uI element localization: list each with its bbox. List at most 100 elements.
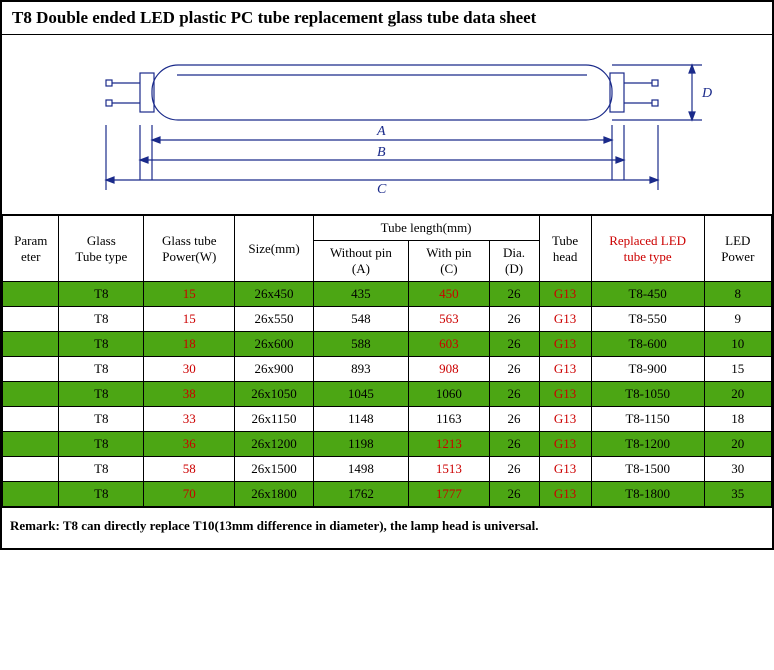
dim-label-b: B — [377, 145, 386, 160]
hdr-tube-length: Tube length(mm) — [313, 216, 539, 241]
table-cell: G13 — [539, 407, 591, 432]
table-cell: 30 — [704, 457, 771, 482]
table-row: T81826x60058860326G13T8-60010 — [3, 332, 772, 357]
dim-label-c: C — [377, 182, 387, 197]
table-cell: 1762 — [313, 482, 409, 507]
hdr-param: Parameter — [3, 216, 59, 282]
table-cell: G13 — [539, 307, 591, 332]
table-cell: 18 — [144, 332, 235, 357]
table-cell: 26 — [489, 282, 539, 307]
table-cell: T8 — [59, 282, 144, 307]
table-cell: 588 — [313, 332, 409, 357]
table-cell: 450 — [409, 282, 489, 307]
table-cell: 1060 — [409, 382, 489, 407]
table-cell: T8-600 — [591, 332, 704, 357]
table-cell: 1498 — [313, 457, 409, 482]
table-cell: T8-1500 — [591, 457, 704, 482]
table-row: T83326x11501148116326G13T8-115018 — [3, 407, 772, 432]
table-cell: 26x550 — [235, 307, 313, 332]
table-cell: 26x1500 — [235, 457, 313, 482]
table-cell: 26 — [489, 482, 539, 507]
table-cell: T8-550 — [591, 307, 704, 332]
table-cell — [3, 282, 59, 307]
table-cell: 35 — [704, 482, 771, 507]
table-cell: G13 — [539, 357, 591, 382]
table-cell: G13 — [539, 457, 591, 482]
table-cell — [3, 457, 59, 482]
table-row: T81526x55054856326G13T8-5509 — [3, 307, 772, 332]
table-cell: 26x1050 — [235, 382, 313, 407]
table-row: T83826x10501045106026G13T8-105020 — [3, 382, 772, 407]
table-row: T83026x90089390826G13T8-90015 — [3, 357, 772, 382]
page-title: T8 Double ended LED plastic PC tube repl… — [2, 2, 772, 35]
table-cell: G13 — [539, 432, 591, 457]
table-cell: 15 — [704, 357, 771, 382]
table-cell: 548 — [313, 307, 409, 332]
table-cell: 30 — [144, 357, 235, 382]
hdr-without-pin: Without pin(A) — [313, 241, 409, 282]
dim-label-d: D — [701, 86, 712, 101]
table-cell — [3, 482, 59, 507]
table-cell — [3, 307, 59, 332]
table-cell: 1777 — [409, 482, 489, 507]
table-cell: 1148 — [313, 407, 409, 432]
hdr-with-pin: With pin(C) — [409, 241, 489, 282]
table-cell: 9 — [704, 307, 771, 332]
table-cell: T8 — [59, 407, 144, 432]
table-cell: 603 — [409, 332, 489, 357]
table-cell: T8 — [59, 357, 144, 382]
table-cell: T8-1150 — [591, 407, 704, 432]
datasheet-container: T8 Double ended LED plastic PC tube repl… — [0, 0, 774, 550]
table-row: T85826x15001498151326G13T8-150030 — [3, 457, 772, 482]
remark-text: Remark: T8 can directly replace T10(13mm… — [2, 507, 772, 548]
table-cell: 1513 — [409, 457, 489, 482]
table-cell: 8 — [704, 282, 771, 307]
table-cell: 26x450 — [235, 282, 313, 307]
table-cell: 20 — [704, 382, 771, 407]
table-cell: 10 — [704, 332, 771, 357]
table-cell: 908 — [409, 357, 489, 382]
table-cell: 1213 — [409, 432, 489, 457]
table-cell: T8 — [59, 332, 144, 357]
table-cell — [3, 432, 59, 457]
table-cell: T8 — [59, 482, 144, 507]
table-cell: 15 — [144, 307, 235, 332]
hdr-dia: Dia.(D) — [489, 241, 539, 282]
dim-label-a: A — [376, 124, 386, 139]
spec-table: Parameter GlassTube type Glass tubePower… — [2, 215, 772, 507]
table-cell: 18 — [704, 407, 771, 432]
table-cell: 33 — [144, 407, 235, 432]
table-cell: 15 — [144, 282, 235, 307]
table-cell: T8 — [59, 307, 144, 332]
table-cell: 26 — [489, 357, 539, 382]
table-cell: G13 — [539, 282, 591, 307]
table-cell: 26 — [489, 457, 539, 482]
table-cell: 26x1200 — [235, 432, 313, 457]
table-cell: G13 — [539, 332, 591, 357]
table-cell: 26 — [489, 407, 539, 432]
table-cell: T8-900 — [591, 357, 704, 382]
table-cell: 26x600 — [235, 332, 313, 357]
table-cell: G13 — [539, 382, 591, 407]
table-cell: 58 — [144, 457, 235, 482]
table-cell: 1198 — [313, 432, 409, 457]
hdr-glass-power: Glass tubePower(W) — [144, 216, 235, 282]
table-cell — [3, 407, 59, 432]
table-cell: 1045 — [313, 382, 409, 407]
table-cell: T8 — [59, 457, 144, 482]
table-cell: 36 — [144, 432, 235, 457]
table-cell — [3, 332, 59, 357]
table-cell: 20 — [704, 432, 771, 457]
table-cell: 26x1150 — [235, 407, 313, 432]
table-cell: T8-1050 — [591, 382, 704, 407]
table-cell: 563 — [409, 307, 489, 332]
tube-diagram: A B C D — [2, 35, 772, 215]
table-cell: 1163 — [409, 407, 489, 432]
table-cell: T8 — [59, 432, 144, 457]
hdr-tube-head: Tubehead — [539, 216, 591, 282]
table-cell: 70 — [144, 482, 235, 507]
hdr-glass-type: GlassTube type — [59, 216, 144, 282]
table-cell: 38 — [144, 382, 235, 407]
table-cell: T8-1800 — [591, 482, 704, 507]
table-row: T81526x45043545026G13T8-4508 — [3, 282, 772, 307]
